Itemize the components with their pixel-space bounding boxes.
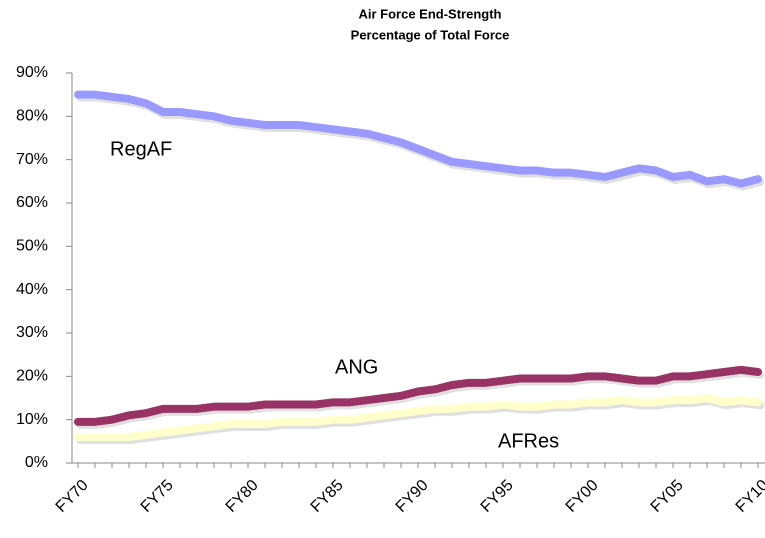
series-label: RegAF (110, 138, 172, 160)
x-tick-label: FY70 (53, 477, 92, 516)
y-tick-label: 20% (16, 368, 48, 385)
y-tick-label: 10% (16, 411, 48, 428)
y-tick-label: 0% (25, 454, 48, 471)
series-label: AFRes (498, 430, 559, 452)
y-tick-label: 80% (16, 108, 48, 125)
y-tick-label: 40% (16, 281, 48, 298)
x-tick-label: FY10 (733, 477, 765, 516)
series-line (74, 394, 762, 441)
x-tick-label: FY80 (223, 477, 262, 516)
x-tick-label: FY05 (648, 477, 687, 516)
x-tick-label: FY85 (308, 477, 347, 516)
y-tick-label: 70% (16, 151, 48, 168)
y-tick-label: 60% (16, 194, 48, 211)
chart-subtitle: Percentage of Total Force (351, 27, 510, 42)
y-tick-label: 30% (16, 324, 48, 341)
x-tick-label: FY00 (563, 477, 602, 516)
chart-title: Air Force End-Strength (358, 6, 501, 21)
y-tick-label: 90% (16, 64, 48, 81)
series-line (74, 90, 762, 188)
x-tick-label: FY95 (478, 477, 517, 516)
series-line (74, 365, 762, 426)
x-tick-label: FY75 (138, 477, 177, 516)
series-label: ANG (335, 356, 378, 378)
x-tick-label: FY90 (393, 477, 432, 516)
y-tick-label: 50% (16, 238, 48, 255)
